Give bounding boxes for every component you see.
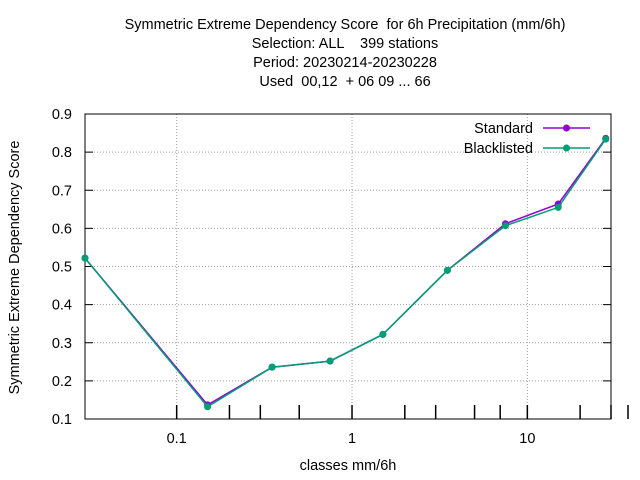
chart-title: Symmetric Extreme Dependency Score for 6… <box>0 16 640 92</box>
x-tick-label: 10 <box>519 431 535 447</box>
grid <box>85 114 611 419</box>
data-point <box>443 266 451 274</box>
y-tick-label: 0.3 <box>52 336 72 352</box>
legend: Standard Blacklisted <box>464 121 590 157</box>
legend-marker <box>563 124 570 132</box>
y-axis: 0.1 0.2 0.3 0.4 0.5 0.6 0.7 0.8 0.9 <box>52 107 611 428</box>
y-tick-label: 0.5 <box>52 260 72 276</box>
title-line-1: Symmetric Extreme Dependency Score for 6… <box>124 17 566 33</box>
y-axis-label: Symmetric Extreme Dependency Score <box>7 141 23 395</box>
y-tick-label: 0.7 <box>52 183 72 199</box>
data-point <box>204 403 212 411</box>
data-point <box>81 254 89 262</box>
data-point <box>602 135 610 143</box>
x-tick-label: 1 <box>348 431 356 447</box>
data-point <box>379 330 387 338</box>
y-tick-label: 0.8 <box>52 145 72 161</box>
y-tick-label: 0.1 <box>52 412 72 428</box>
y-tick-label: 0.4 <box>52 298 72 314</box>
y-tick-label: 0.2 <box>52 374 72 390</box>
x-axis: 0.1 1 10 <box>167 405 535 447</box>
data-point <box>554 203 562 211</box>
data-point <box>501 222 509 230</box>
legend-label: Standard <box>474 121 533 137</box>
title-line-3: Period: 20230214-20230228 <box>253 55 437 71</box>
x-tick-label: 0.1 <box>167 431 187 447</box>
y-tick-label: 0.6 <box>52 221 72 237</box>
data-point <box>268 363 276 371</box>
x-axis-label: classes mm/6h <box>300 458 397 474</box>
title-line-2: Selection: ALL 399 stations <box>251 36 439 52</box>
series-line-1 <box>84 137 607 406</box>
y-tick-label: 0.9 <box>52 107 72 123</box>
legend-label: Blacklisted <box>464 141 533 157</box>
x-minor-ticks <box>228 405 629 419</box>
title-line-4: Used 00,12 + 06 09 ... 66 <box>259 74 431 90</box>
series-layer <box>81 134 610 411</box>
data-point <box>326 357 334 365</box>
legend-marker <box>563 144 570 152</box>
